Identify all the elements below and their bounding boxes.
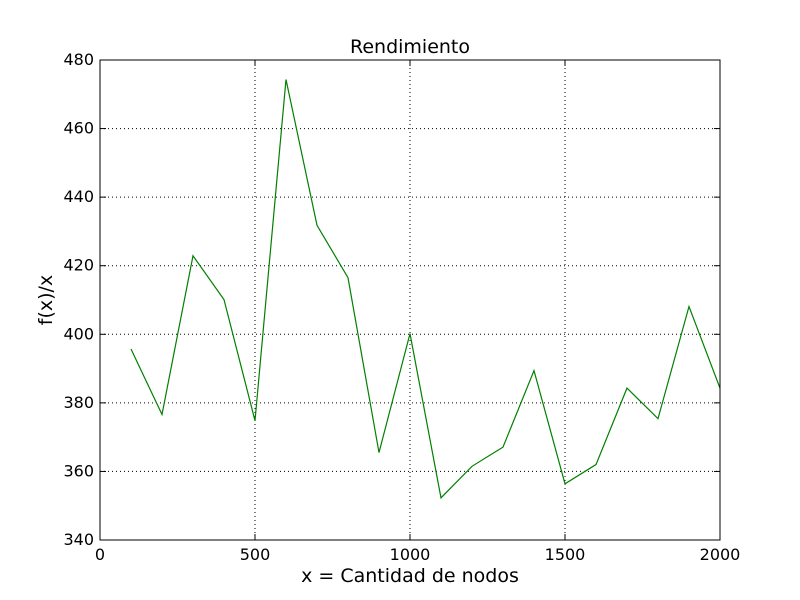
grid	[100, 60, 720, 540]
data-series	[130, 79, 721, 500]
y-axis-label: f(x)/x	[35, 275, 57, 325]
y-tick-label: 480	[63, 50, 94, 69]
y-tick-label: 360	[63, 461, 94, 480]
tick-labels: 0 500 1000 1500 2000 340 360 380 400 420 440 460 480	[63, 50, 740, 564]
y-tick-label: 340	[63, 530, 94, 549]
y-tick-label: 440	[63, 187, 94, 206]
x-tick-label: 2000	[700, 545, 741, 564]
y-tick-label: 380	[63, 393, 94, 412]
plot-frame	[99, 59, 721, 541]
y-tick-label: 400	[63, 324, 94, 343]
x-tick-label: 1500	[545, 545, 586, 564]
x-tick-label: 500	[240, 545, 271, 564]
x-axis-label: x = Cantidad de nodos	[301, 565, 519, 587]
x-tick-label: 1000	[390, 545, 431, 564]
x-tick-label: 0	[95, 545, 105, 564]
series-line	[130, 79, 721, 500]
y-tick-label: 460	[63, 119, 94, 138]
y-tick-label: 420	[63, 256, 94, 275]
chart-title: Rendimiento	[350, 36, 470, 58]
